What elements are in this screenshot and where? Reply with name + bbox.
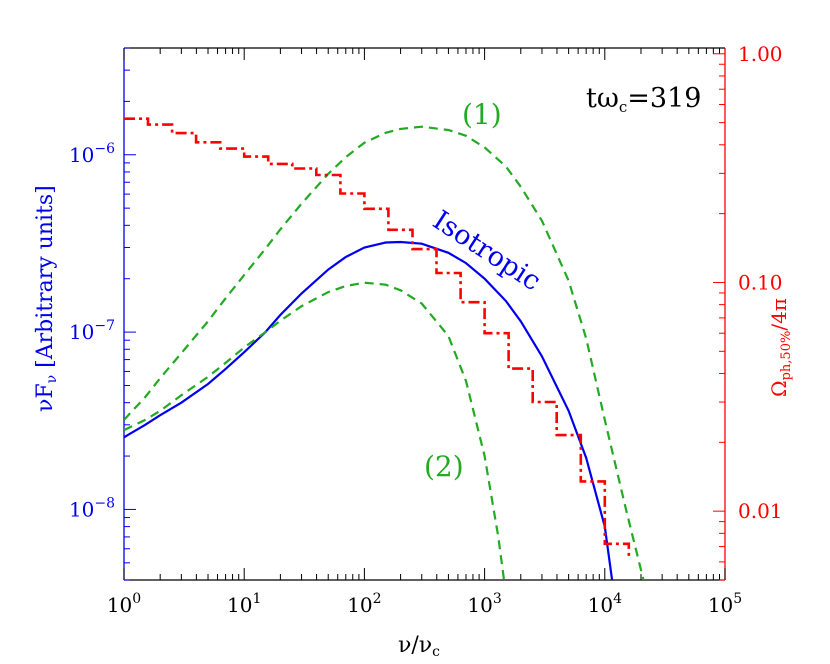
x-axis-title: ν/νc: [398, 633, 440, 660]
x-tick-label-exp: 4: [613, 591, 622, 607]
y-left-tick-label-base: 10: [69, 320, 94, 344]
omega-step-line: [124, 117, 631, 559]
x-tick-label-base: 10: [227, 593, 252, 617]
label-1: (1): [462, 98, 502, 131]
x-tick-label-base: 10: [708, 593, 733, 617]
y-left-tick-label-base: 10: [69, 143, 94, 167]
x-tick-label-exp: 1: [252, 591, 261, 607]
y-left-tick-label-exp: −6: [94, 141, 115, 157]
x-tick-label: 105: [708, 591, 742, 617]
x-tick-label-base: 10: [347, 593, 372, 617]
x-axis-title-main: ν/ν: [398, 633, 432, 658]
x-tick-label-base: 10: [107, 593, 132, 617]
x-tick-label-exp: 5: [733, 591, 742, 607]
x-tick-label-base: 10: [588, 593, 613, 617]
y-left-tick-label-exp: −7: [94, 318, 115, 334]
y-left-tick-label-base: 10: [69, 497, 94, 521]
dashed-curve-2: [124, 281, 506, 580]
time-label: tωc=319: [586, 83, 701, 116]
y-right-title-sub: ph,50%: [779, 331, 794, 381]
y-left-tick-label-exp: −8: [94, 495, 115, 511]
y-right-title: Ωph,50%/4π: [767, 298, 794, 397]
y-left-tick-label: 10−6: [69, 141, 115, 167]
x-tick-label-exp: 0: [132, 591, 141, 607]
y-left-tick-label: 10−7: [69, 318, 115, 344]
x-tick-label: 101: [227, 591, 261, 617]
dashed-curve-1: [124, 125, 645, 580]
y-left-title-sub: ν: [44, 375, 60, 384]
x-tick-label-base: 10: [467, 593, 492, 617]
x-tick-label-exp: 2: [373, 591, 382, 607]
x-tick-label: 103: [467, 591, 501, 617]
x-tick-label-exp: 3: [493, 591, 502, 607]
x-axis-title-sub: c: [432, 644, 440, 660]
x-tick-label: 102: [347, 591, 381, 617]
y-right-title-rest: /4π: [767, 298, 791, 331]
y-right-tick-label: 0.10: [738, 270, 783, 294]
label-2: (2): [424, 450, 464, 483]
x-tick-label: 104: [588, 591, 622, 617]
time-label-main: tω: [586, 83, 619, 114]
y-right-tick-label: 0.01: [738, 499, 783, 523]
time-label-value: =319: [627, 83, 701, 114]
y-right-title-main: Ω: [767, 380, 791, 397]
time-label-sub: c: [619, 98, 627, 116]
y-left-title-rest: [Arbitrary units]: [33, 185, 58, 375]
y-left-title: νFν [Arbitrary units]: [33, 185, 60, 412]
isotropic-curve: [124, 240, 614, 580]
x-tick-label: 100: [107, 591, 141, 617]
y-left-tick-label: 10−8: [69, 495, 115, 521]
y-left-title-main: νF: [33, 383, 58, 412]
y-right-tick-label: 1.00: [738, 42, 783, 66]
